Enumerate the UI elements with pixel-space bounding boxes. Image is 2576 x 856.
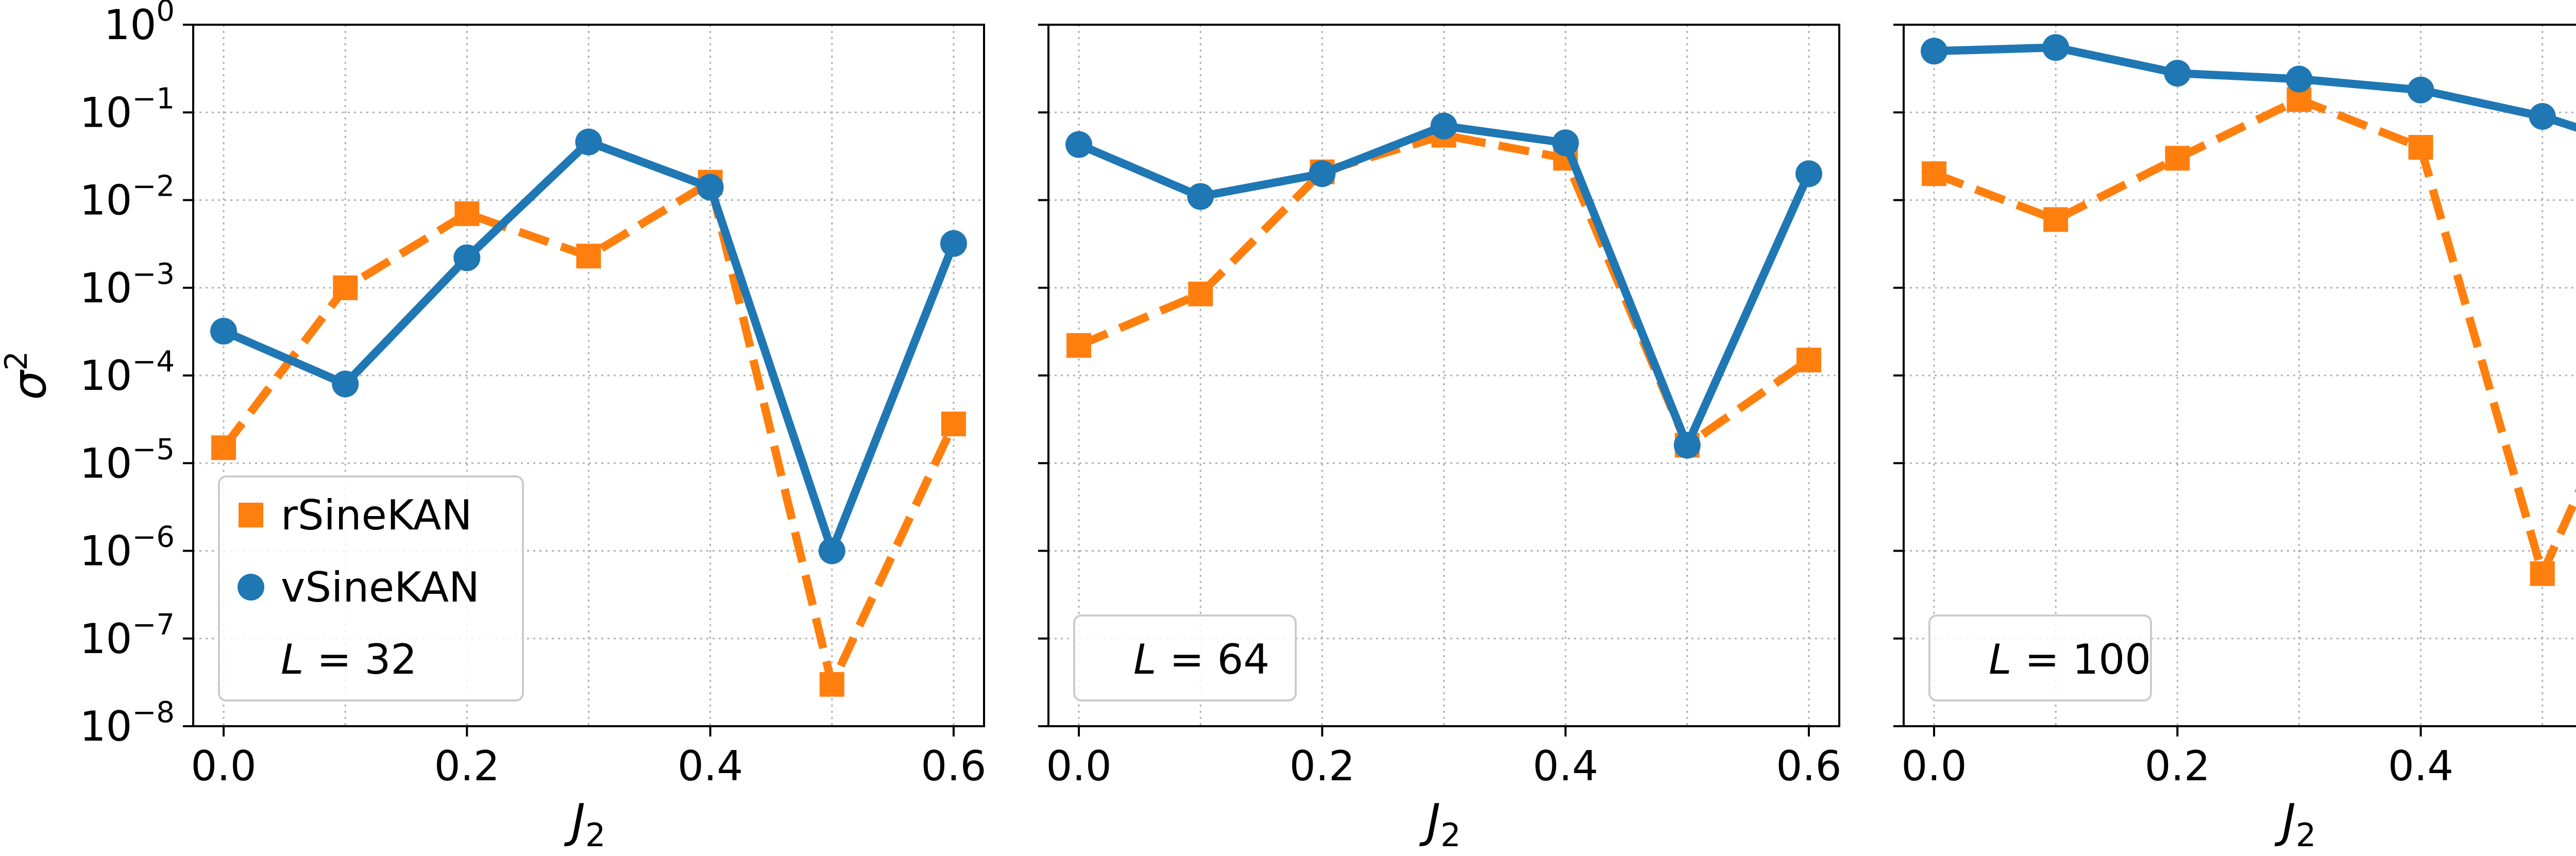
vsinekan-point: [1795, 160, 1822, 187]
rsinekan-point: [1188, 281, 1213, 306]
rsinekan-point: [1922, 161, 1947, 186]
rsinekan-point: [2530, 561, 2555, 586]
x-tick-label: 0.6: [1776, 742, 1841, 790]
vsinekan-point: [332, 370, 359, 398]
y-tick-label: 10−2: [80, 170, 175, 225]
vsinekan-point: [2529, 103, 2556, 130]
legend: L = 64: [1073, 614, 1297, 701]
legend-box: [218, 475, 524, 701]
x-axis-label: J2: [564, 794, 606, 854]
vsinekan-point: [1187, 183, 1214, 210]
x-tick-label: 0.0: [1046, 742, 1111, 790]
panel-label: L = 64: [1133, 636, 1269, 683]
vsinekan-point: [2042, 34, 2070, 61]
legend-entry-vsinekan: vSineKAN: [281, 563, 480, 611]
panel-label: L = 100: [1989, 636, 2151, 683]
y-axis-label: σ2: [0, 351, 57, 400]
vsinekan-point: [1309, 160, 1336, 187]
vsinekan-line: [1934, 43, 2576, 132]
legend-box: [1073, 614, 1297, 701]
y-tick-label: 10−3: [80, 258, 175, 312]
rsinekan-point: [576, 244, 601, 269]
legend-marker-vsinekan: [238, 574, 264, 601]
legend-marker-rsinekan: [239, 503, 263, 527]
legend: L = 100: [1928, 614, 2152, 701]
y-tick-label: 100: [104, 0, 175, 49]
rsinekan-point: [1796, 348, 1821, 373]
legend: rSineKAN vSineKAN L = 32: [218, 475, 524, 701]
rsinekan-point: [211, 435, 236, 460]
rsinekan-line: [1933, 95, 2576, 578]
x-axis-label: J2: [1419, 794, 1461, 854]
legend-box: [1928, 614, 2152, 701]
vsinekan-point: [1065, 131, 1093, 158]
vsinekan-point: [940, 230, 967, 257]
rsinekan-point: [333, 275, 358, 300]
chart-panel-1: 0.0 0.2 0.4 0.6 10−8 10−7 10−6 10−5 10−4 10−3 10−2…: [0, 0, 987, 854]
vsinekan-point: [1430, 112, 1458, 140]
x-tick-label: 0.2: [2145, 742, 2210, 790]
y-tick-label: 10−6: [80, 521, 175, 575]
x-tick-label: 0.4: [677, 742, 743, 790]
y-tick-label: 10−1: [80, 82, 175, 136]
x-tick-label: 0.4: [2388, 742, 2453, 790]
legend-entry-rsinekan: rSineKAN: [281, 491, 472, 539]
vsinekan-point: [1552, 129, 1579, 157]
vsinekan-point: [2285, 65, 2313, 93]
y-tick-label: 10−8: [80, 696, 175, 750]
x-tick-label: 0.4: [1533, 742, 1598, 790]
x-tick-label: 0.0: [1901, 742, 1967, 790]
rsinekan-point: [2165, 146, 2190, 171]
y-tick-label: 10−4: [80, 345, 175, 400]
y-tick-label: 10−7: [80, 608, 175, 663]
vsinekan-point: [818, 537, 845, 564]
rsinekan-point: [454, 201, 480, 226]
x-tick-label: 0.2: [1290, 742, 1355, 790]
panel-label: L = 32: [281, 636, 417, 683]
rsinekan-point: [2408, 134, 2433, 160]
vsinekan-point: [1921, 38, 1948, 65]
rsinekan-point: [1066, 333, 1092, 358]
vsinekan-point: [1673, 432, 1701, 459]
x-tick-label: 0.2: [434, 742, 500, 790]
vsinekan-point: [2407, 76, 2434, 104]
x-axis-label: J2: [2275, 794, 2316, 854]
vsinekan-point: [453, 244, 481, 271]
vsinekan-point: [575, 128, 602, 156]
rsinekan-point: [2043, 207, 2069, 232]
vsinekan-point: [210, 317, 238, 345]
chart-panel-2: 0.0 0.2 0.4 0.6 J2 L = 64: [1038, 24, 1842, 854]
vsinekan-point: [697, 174, 724, 201]
rsinekan-point: [819, 672, 844, 697]
y-tick-label: 10−5: [80, 433, 175, 487]
rsinekan-point: [941, 412, 966, 437]
x-tick-label: 0.6: [921, 742, 986, 790]
vsinekan-point: [2164, 60, 2191, 87]
x-tick-label: 0.0: [191, 742, 256, 790]
